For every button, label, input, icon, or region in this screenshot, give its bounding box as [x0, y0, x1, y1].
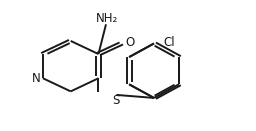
Text: N: N [32, 72, 41, 85]
Text: O: O [125, 36, 134, 50]
Text: S: S [113, 94, 120, 107]
Text: NH₂: NH₂ [96, 12, 118, 25]
Text: Cl: Cl [164, 36, 175, 49]
